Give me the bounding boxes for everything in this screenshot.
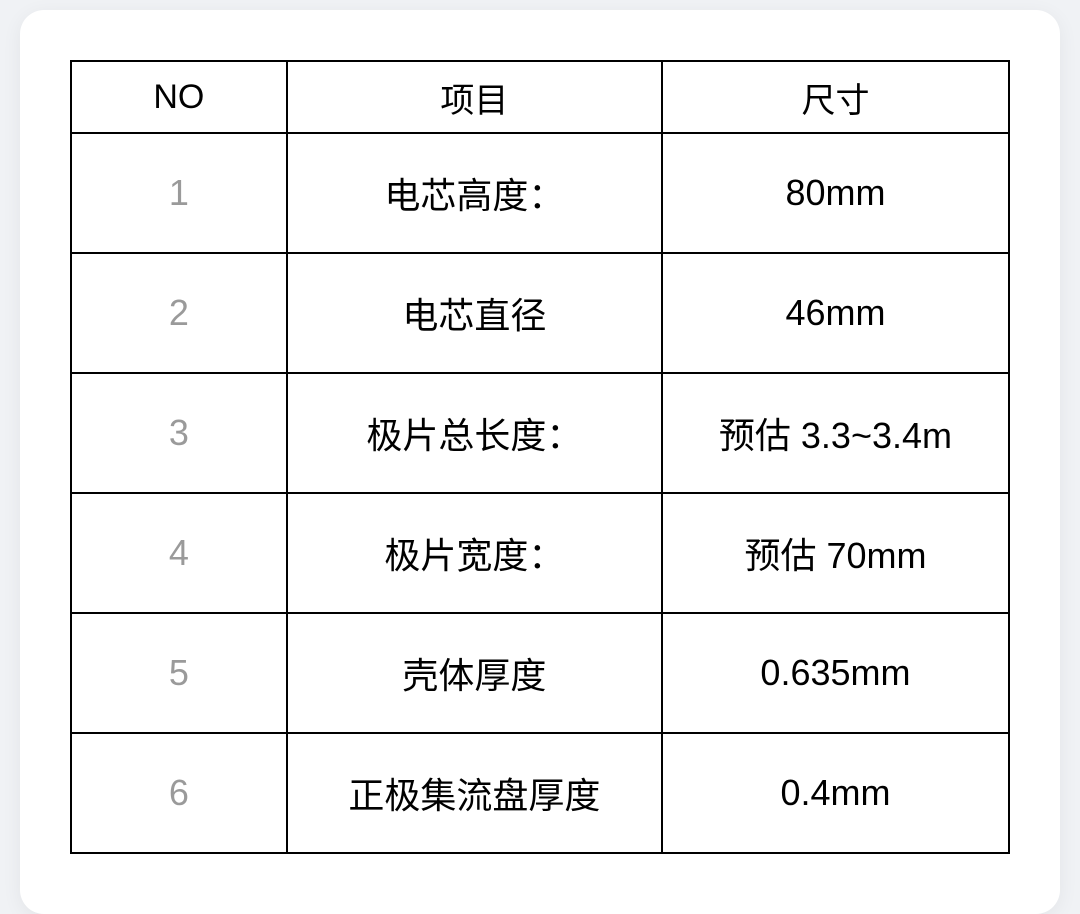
col-header-dim: 尺寸 (662, 61, 1009, 133)
cell-no: 4 (71, 493, 287, 613)
cell-dim: 预估 3.3~3.4m (662, 373, 1009, 493)
table-row: 1 电芯高度： 80mm (71, 133, 1009, 253)
table-header-row: NO 项目 尺寸 (71, 61, 1009, 133)
table-card: NO 项目 尺寸 1 电芯高度： 80mm 2 电芯直径 46mm 3 极片总长… (20, 10, 1060, 914)
cell-no: 2 (71, 253, 287, 373)
cell-item: 壳体厚度 (287, 613, 662, 733)
cell-dim: 46mm (662, 253, 1009, 373)
cell-no: 3 (71, 373, 287, 493)
table-row: 4 极片宽度： 预估 70mm (71, 493, 1009, 613)
table-row: 5 壳体厚度 0.635mm (71, 613, 1009, 733)
col-header-no: NO (71, 61, 287, 133)
cell-no: 5 (71, 613, 287, 733)
table-row: 6 正极集流盘厚度 0.4mm (71, 733, 1009, 853)
cell-dim: 80mm (662, 133, 1009, 253)
cell-dim: 预估 70mm (662, 493, 1009, 613)
cell-no: 6 (71, 733, 287, 853)
cell-no: 1 (71, 133, 287, 253)
cell-item: 极片总长度： (287, 373, 662, 493)
col-header-item: 项目 (287, 61, 662, 133)
table-row: 3 极片总长度： 预估 3.3~3.4m (71, 373, 1009, 493)
cell-dim: 0.635mm (662, 613, 1009, 733)
cell-item: 电芯直径 (287, 253, 662, 373)
cell-dim: 0.4mm (662, 733, 1009, 853)
cell-item: 电芯高度： (287, 133, 662, 253)
cell-item: 正极集流盘厚度 (287, 733, 662, 853)
cell-item: 极片宽度： (287, 493, 662, 613)
table-row: 2 电芯直径 46mm (71, 253, 1009, 373)
spec-table: NO 项目 尺寸 1 电芯高度： 80mm 2 电芯直径 46mm 3 极片总长… (70, 60, 1010, 854)
